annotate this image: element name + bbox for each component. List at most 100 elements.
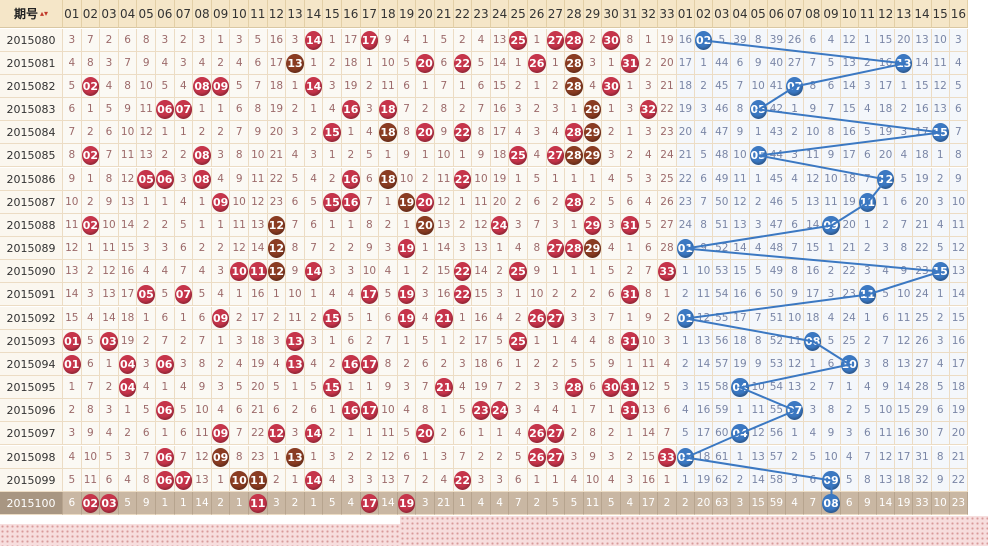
blue-miss-cell: 15 <box>949 307 968 330</box>
red-ball: 31 <box>621 215 639 235</box>
blue-miss-cell: 17 <box>895 446 914 469</box>
red-ball: 15 <box>323 192 341 212</box>
blue-column-header: 03 <box>713 0 732 28</box>
red-miss-cell: 4 <box>304 168 324 191</box>
blue-miss-cell: 9 <box>749 353 768 376</box>
red-miss-cell: 2 <box>546 353 566 376</box>
red-miss-cell: 1 <box>658 469 677 492</box>
red-miss-cell: 1 <box>193 214 212 237</box>
red-hit-cell: 18 <box>379 168 398 191</box>
red-miss-cell: 12 <box>100 260 119 283</box>
red-miss-cell: 4 <box>472 29 491 52</box>
blue-miss-cell: 6 <box>786 214 805 237</box>
blue-miss-cell: 15 <box>749 492 768 515</box>
blue-miss-cell: 2 <box>877 214 896 237</box>
red-miss-cell: 1 <box>472 422 491 445</box>
red-miss-cell: 1 <box>453 144 473 167</box>
blue-miss-cell: 6 <box>822 75 841 98</box>
red-column-header: 07 <box>174 0 194 28</box>
blue-ball: 10 <box>840 354 858 374</box>
blue-miss-cell: 15 <box>895 399 914 422</box>
red-miss-cell: 22 <box>267 168 287 191</box>
red-ball: 26 <box>528 447 546 467</box>
blue-miss-cell: 14 <box>913 52 932 75</box>
blue-miss-cell: 54 <box>713 283 732 306</box>
blue-miss-cell: 10 <box>749 376 768 399</box>
red-miss-cell: 16 <box>249 283 268 306</box>
blue-miss-cell: 5 <box>931 376 950 399</box>
period-cell: 2015098 <box>0 446 63 469</box>
red-miss-cell: 2 <box>156 214 175 237</box>
red-miss-cell: 8 <box>639 283 659 306</box>
period-cell: 2015085 <box>0 144 63 167</box>
red-ball: 25 <box>509 145 527 165</box>
red-ball: 03 <box>100 493 118 513</box>
red-hit-cell: 17 <box>360 283 380 306</box>
blue-miss-cell: 30 <box>913 422 932 445</box>
red-miss-cell: 5 <box>156 283 175 306</box>
red-hit-cell: 03 <box>100 492 119 515</box>
red-column-header: 16 <box>342 0 361 28</box>
red-column-header: 11 <box>249 0 268 28</box>
blue-hit-cell: 11 <box>858 191 877 214</box>
red-miss-cell: 14 <box>639 422 659 445</box>
red-hit-cell: 14 <box>304 29 324 52</box>
red-miss-cell: 3 <box>658 330 677 353</box>
red-miss-cell: 3 <box>602 144 621 167</box>
red-hit-cell: 16 <box>342 191 361 214</box>
red-ball: 03 <box>100 331 118 351</box>
blue-ball: 09 <box>822 215 840 235</box>
blue-ball: 12 <box>877 169 895 189</box>
red-miss-cell: 19 <box>118 330 138 353</box>
red-miss-cell: 9 <box>360 237 380 260</box>
red-miss-cell: 5 <box>174 399 194 422</box>
blue-miss-cell: 8 <box>749 29 768 52</box>
red-hit-cell: 09 <box>211 75 231 98</box>
sort-up-down-icon[interactable]: ▴▾ <box>39 8 49 18</box>
blue-miss-cell: 4 <box>695 121 714 144</box>
blue-hit-cell: 09 <box>822 469 841 492</box>
red-ball: 16 <box>342 400 360 420</box>
red-miss-cell: 2 <box>323 237 342 260</box>
red-miss-cell: 1 <box>267 283 287 306</box>
blue-miss-cell: 7 <box>695 191 714 214</box>
red-column-header: 13 <box>286 0 305 28</box>
blue-miss-cell: 3 <box>877 237 896 260</box>
blue-miss-cell: 21 <box>676 144 695 167</box>
blue-miss-cell: 14 <box>840 75 859 98</box>
red-miss-cell: 8 <box>416 399 435 422</box>
red-miss-cell: 19 <box>249 353 268 376</box>
red-miss-cell: 1 <box>528 330 547 353</box>
blue-miss-cell: 59 <box>767 492 786 515</box>
blue-column-header: 05 <box>749 0 768 28</box>
red-miss-cell: 8 <box>193 353 212 376</box>
blue-miss-cell: 11 <box>804 144 823 167</box>
blue-miss-cell: 25 <box>840 330 859 353</box>
blue-miss-cell: 5 <box>858 121 877 144</box>
blue-miss-cell: 18 <box>877 98 896 121</box>
blue-miss-cell: 9 <box>877 376 896 399</box>
period-column-header[interactable]: 期号 ▴▾ <box>0 0 63 28</box>
blue-hit-cell: 13 <box>895 52 914 75</box>
blue-miss-cell: 19 <box>676 98 695 121</box>
red-miss-cell: 4 <box>174 376 194 399</box>
red-miss-cell: 12 <box>639 376 659 399</box>
blue-miss-cell: 53 <box>767 353 786 376</box>
red-miss-cell: 5 <box>565 353 584 376</box>
blue-miss-cell: 10 <box>895 283 914 306</box>
red-miss-cell: 11 <box>100 237 119 260</box>
blue-miss-cell: 4 <box>786 168 805 191</box>
blue-miss-cell: 24 <box>676 214 695 237</box>
red-hit-cell: 02 <box>81 144 101 167</box>
blue-miss-cell: 9 <box>895 260 914 283</box>
blue-miss-cell: 2 <box>731 469 750 492</box>
red-ball: 27 <box>546 447 565 467</box>
red-column-header: 28 <box>565 0 584 28</box>
red-miss-cell: 2 <box>416 260 435 283</box>
red-miss-cell: 1 <box>156 492 175 515</box>
red-miss-cell: 2 <box>211 52 231 75</box>
red-column-header: 08 <box>193 0 212 28</box>
period-cell: 2015089 <box>0 237 63 260</box>
red-ball: 27 <box>546 145 565 165</box>
